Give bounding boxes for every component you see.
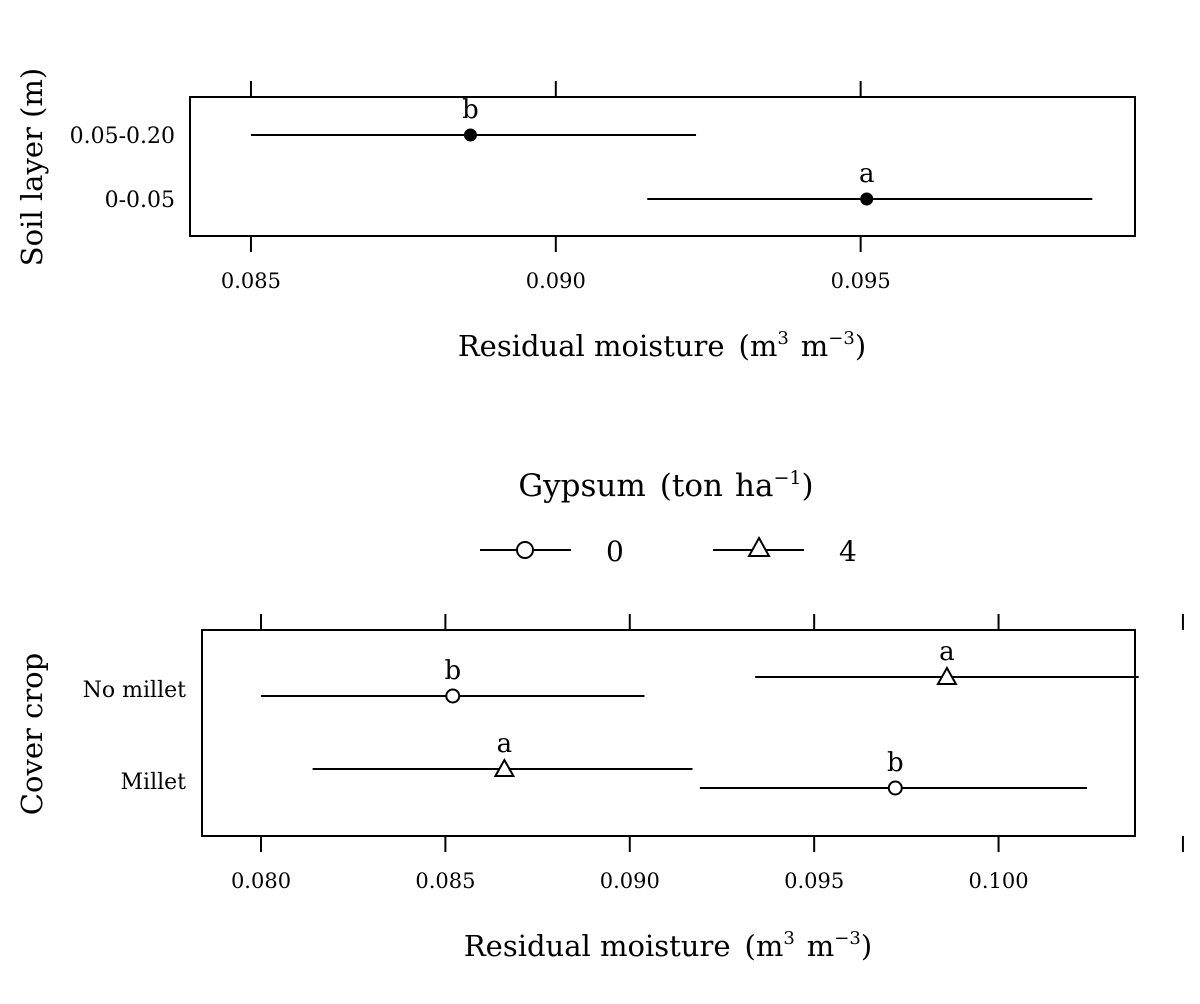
cover-crop-significance-letter: a (497, 729, 513, 759)
soil-layer-marks: ba (250, 95, 1093, 206)
soil-layer-point-marker (463, 128, 477, 142)
soil-layer-point-marker (860, 192, 874, 206)
legend-label-gypsum-0: 0 (606, 535, 624, 568)
soil-layer-x-tick-label: 0.095 (831, 269, 891, 293)
cover-crop-x-tick-label: 0.100 (968, 869, 1028, 893)
soil-layer-y-axis-title: Soil layer (m) (15, 68, 49, 266)
cover-crop-significance-letter: b (887, 748, 904, 778)
cover-crop-significance-letter: b (444, 656, 461, 686)
cover-crop-x-ticks: 0.080 0.085 0.090 0.095 0.100 (231, 614, 1184, 893)
soil-layer-category-label-1: 0.05-0.20 (70, 124, 175, 149)
cover-crop-significance-letter: a (939, 637, 955, 667)
cover-crop-panel: 0.080 0.085 0.090 0.095 0.100 b b a a No millet… (15, 614, 1184, 963)
gypsum-legend: Gypsum (ton ha−1) 0 4 (480, 467, 857, 568)
cover-crop-marks: b b a a (261, 637, 1139, 796)
soil-layer-significance-letter: b (462, 95, 479, 125)
cover-crop-point-marker (445, 688, 461, 704)
cover-crop-x-tick-label: 0.095 (784, 869, 844, 893)
soil-layer-x-axis-title: Residual moisture (m3 m−3) (458, 328, 866, 363)
legend-title: Gypsum (ton ha−1) (518, 467, 813, 504)
soil-layer-x-tick-label: 0.085 (221, 269, 281, 293)
cover-crop-point-marker (887, 780, 903, 796)
legend-marker-triangle-icon (747, 535, 771, 557)
cover-crop-x-tick-label: 0.090 (600, 869, 660, 893)
legend-marker-circle-icon (516, 541, 534, 559)
legend-label-gypsum-4: 4 (839, 535, 857, 568)
soil-layer-category-label-2: 0-0.05 (105, 188, 175, 213)
cover-crop-x-axis-title: Residual moisture (m3 m−3) (464, 928, 872, 963)
cover-crop-category-label-2: Millet (121, 770, 187, 795)
soil-layer-significance-letter: a (859, 159, 875, 189)
soil-layer-plot-frame (189, 96, 1136, 237)
cover-crop-x-tick-label: 0.080 (231, 869, 291, 893)
cover-crop-y-axis-title: Cover crop (15, 653, 49, 815)
cover-crop-plot-frame (201, 629, 1136, 837)
cover-crop-category-label-1: No millet (83, 678, 186, 703)
cover-crop-point-marker (493, 757, 516, 777)
soil-layer-x-ticks: 0.085 0.090 0.095 (221, 81, 891, 293)
soil-layer-panel: 0.085 0.090 0.095 ba 0.05-0.20 0-0.05 Soil… (15, 68, 1136, 363)
cover-crop-point-marker (936, 665, 958, 685)
cover-crop-x-tick-label: 0.085 (415, 869, 475, 893)
soil-layer-x-tick-label: 0.090 (526, 269, 586, 293)
